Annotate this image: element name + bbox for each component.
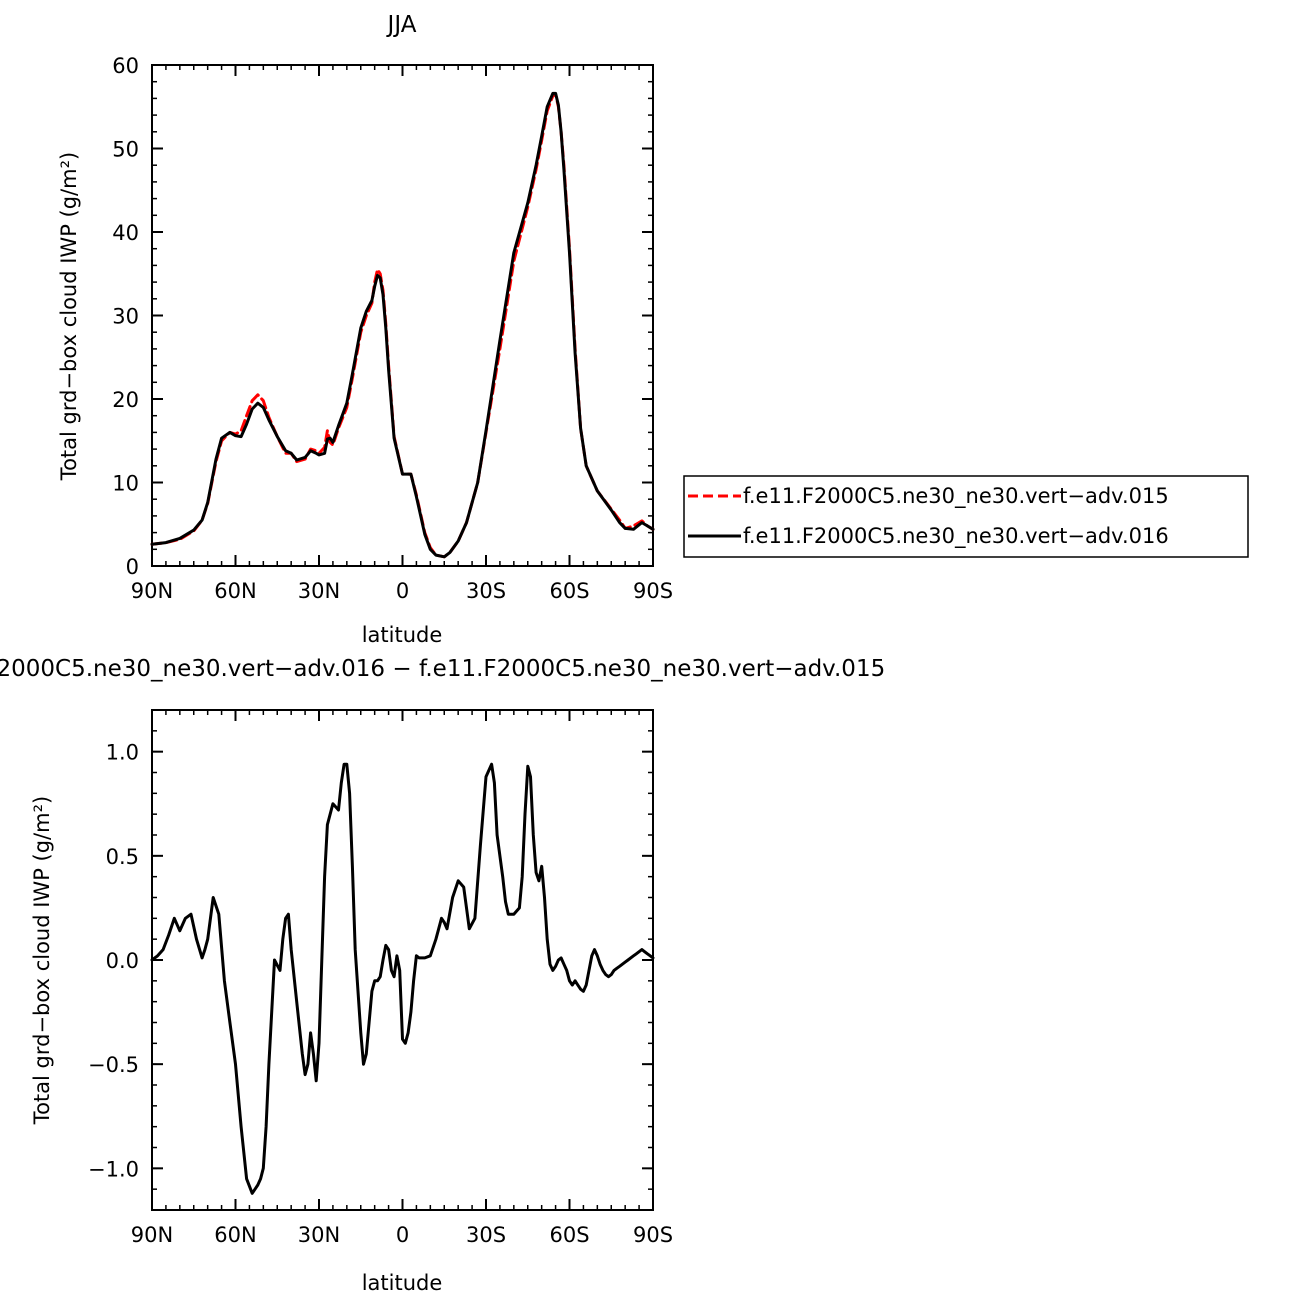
top-series-line-0 bbox=[150, 92, 655, 559]
top-x-axis-title: latitude bbox=[362, 623, 443, 647]
top-plot-area: 90N 60N 30N 0 30S 60S 90S 0 10 20 30 40 50 60 bbox=[112, 54, 673, 603]
top-y-axis-title: Total grd−box cloud IWP (g/m²) bbox=[57, 152, 81, 481]
bottom-x-tick-label: 30N bbox=[298, 1223, 340, 1247]
top-chart-title: JJA bbox=[386, 12, 417, 38]
legend-label-015: f.e11.F2000C5.ne30_ne30.vert−adv.015 bbox=[743, 484, 1169, 509]
bottom-y-tick-label: 1.0 bbox=[106, 741, 139, 765]
bottom-plot-area: 90N 60N 30N 0 30S 60S 90S −1.0 −0.5 0.0 0.5 1.0 bbox=[88, 709, 673, 1247]
bottom-plot-frame bbox=[151, 709, 654, 1211]
top-plot-frame bbox=[151, 64, 654, 567]
bottom-panel: f.e11.F2000C5.ne30_ne30.vert−adv.016 − f… bbox=[0, 656, 885, 1295]
top-y-tick-label: 10 bbox=[112, 472, 139, 496]
bottom-x-tick-label: 90S bbox=[633, 1223, 673, 1247]
bottom-x-axis-title: latitude bbox=[362, 1271, 443, 1295]
top-y-tick-label: 40 bbox=[112, 221, 139, 245]
bottom-y-tick-label: 0.5 bbox=[106, 845, 139, 869]
bottom-y-axis-title: Total grd−box cloud IWP (g/m²) bbox=[30, 796, 54, 1125]
top-panel: JJA 90N 60N 30N 0 30S 60S 90S 0 10 20 30 40 50 60 lat… bbox=[57, 12, 1249, 647]
bottom-x-tick-label: 90N bbox=[131, 1223, 173, 1247]
bottom-x-tick-label: 60N bbox=[214, 1223, 256, 1247]
bottom-chart-title: f.e11.F2000C5.ne30_ne30.vert−adv.016 − f… bbox=[0, 656, 885, 682]
bottom-y-tick-label: −1.0 bbox=[88, 1157, 139, 1181]
top-y-tick-label: 50 bbox=[112, 138, 139, 162]
legend-label-016: f.e11.F2000C5.ne30_ne30.vert−adv.016 bbox=[743, 524, 1169, 549]
top-x-tick-label: 60S bbox=[549, 579, 589, 603]
top-y-tick-label: 60 bbox=[112, 54, 139, 78]
bottom-x-tick-label: 0 bbox=[396, 1223, 409, 1247]
legend: f.e11.F2000C5.ne30_ne30.vert−adv.015 f.e… bbox=[683, 475, 1249, 558]
top-y-tick-label: 30 bbox=[112, 305, 139, 329]
top-y-tick-label: 20 bbox=[112, 388, 139, 412]
bottom-series-line-0 bbox=[150, 762, 655, 1195]
top-x-tick-label: 90S bbox=[633, 579, 673, 603]
top-y-tick-label: 0 bbox=[126, 555, 139, 579]
top-x-tick-label: 0 bbox=[396, 579, 409, 603]
legend-box bbox=[683, 475, 1249, 558]
bottom-x-tick-label: 60S bbox=[549, 1223, 589, 1247]
bottom-x-tick-label: 30S bbox=[466, 1223, 506, 1247]
bottom-y-tick-label: 0.0 bbox=[106, 949, 139, 973]
top-x-tick-label: 90N bbox=[131, 579, 173, 603]
top-x-tick-label: 30S bbox=[466, 579, 506, 603]
top-x-tick-label: 60N bbox=[214, 579, 256, 603]
top-x-tick-label: 30N bbox=[298, 579, 340, 603]
top-series-line-1 bbox=[150, 91, 655, 559]
bottom-y-tick-label: −0.5 bbox=[88, 1053, 139, 1077]
